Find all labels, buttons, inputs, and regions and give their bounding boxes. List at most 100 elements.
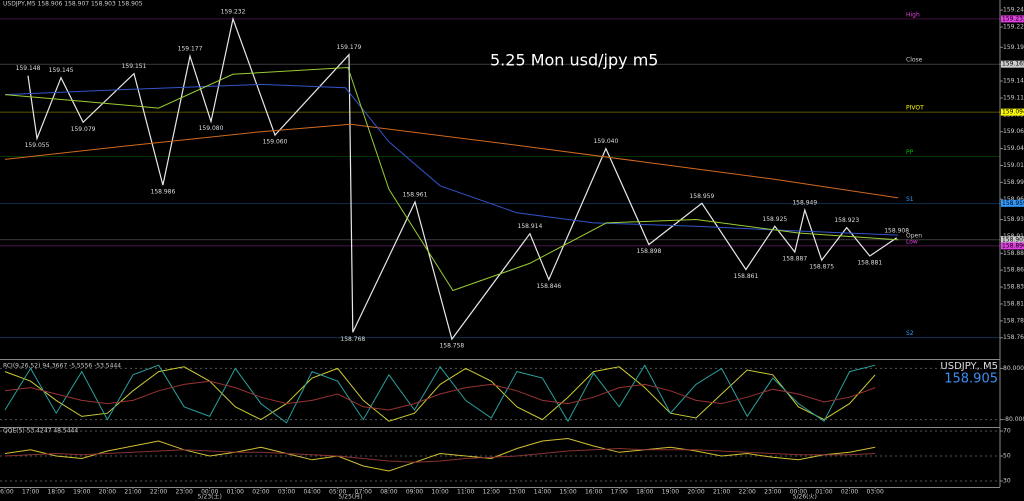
price-box-label: 159.165 bbox=[1002, 61, 1024, 68]
x-tick-label: 10:00 bbox=[431, 489, 448, 496]
x-tick-label: 09:00 bbox=[406, 489, 423, 496]
level-name: Close bbox=[906, 57, 923, 64]
y-tick-label: 159.040 bbox=[1003, 145, 1024, 152]
header: USDJPY,M5 158.906 158.907 158.903 158.90… bbox=[3, 1, 143, 8]
price-box bbox=[1001, 60, 1024, 68]
level-name: S1 bbox=[906, 196, 914, 203]
data-label: 158.768 bbox=[340, 336, 365, 343]
level-name: PP bbox=[906, 149, 914, 156]
x-tick-label: 19:00 bbox=[662, 489, 679, 496]
x-tick-label: 11:00 bbox=[457, 489, 474, 496]
level-name: PIVOT bbox=[906, 105, 924, 112]
x-tick-label: 17:00 bbox=[22, 489, 39, 496]
series-line bbox=[4, 380, 876, 411]
data-label: 158.914 bbox=[518, 223, 543, 230]
data-label: 158.861 bbox=[734, 273, 759, 280]
price-box bbox=[1001, 15, 1024, 23]
price-box bbox=[1001, 236, 1024, 244]
price-box-label: 158.905 bbox=[1002, 236, 1024, 243]
price-box bbox=[1001, 108, 1024, 116]
last-price: 158.905 bbox=[944, 372, 998, 387]
series-line bbox=[4, 66, 899, 292]
x-tick-label: 12:00 bbox=[483, 489, 500, 496]
x-tick-label: 14:00 bbox=[534, 489, 551, 496]
y-tick-label: 158.860 bbox=[1003, 267, 1024, 274]
x-tick-label: 18:00 bbox=[48, 489, 65, 496]
level-name: S2 bbox=[906, 330, 914, 337]
data-label: 159.145 bbox=[49, 67, 74, 74]
data-label: 158.908 bbox=[884, 227, 909, 234]
y-tick-label: 158.990 bbox=[1003, 179, 1024, 186]
symbol: USDJPY, M5 bbox=[940, 361, 998, 372]
x-tick-label: 23:00 bbox=[764, 489, 781, 496]
data-label: 158.881 bbox=[857, 260, 882, 267]
data-label: 159.055 bbox=[25, 142, 50, 149]
series-line bbox=[4, 123, 899, 199]
series-line bbox=[4, 447, 876, 463]
x-tick-label: 01:00 bbox=[815, 489, 832, 496]
data-label: 159.148 bbox=[16, 65, 41, 72]
data-label: 158.949 bbox=[792, 200, 817, 207]
x-tick-label: 20:00 bbox=[687, 489, 704, 496]
x-tick-label: 20:00 bbox=[99, 489, 116, 496]
y-tick-label: 159.220 bbox=[1003, 24, 1024, 31]
x-tick-label: 16:00 bbox=[0, 489, 14, 496]
x-tick-label: 00:00 bbox=[790, 489, 807, 496]
y-tick-label: 159.140 bbox=[1003, 78, 1024, 85]
x-tick-label: 00:00 bbox=[201, 489, 218, 496]
data-label: 158.923 bbox=[834, 217, 859, 224]
x-tick-label: 17:00 bbox=[611, 489, 628, 496]
x-tick-label: 21:00 bbox=[124, 489, 141, 496]
x-tick-label: 13:00 bbox=[508, 489, 525, 496]
date-label: 5/25(月) bbox=[338, 494, 362, 501]
y-tick-label: 159.015 bbox=[1003, 162, 1024, 169]
date-label: 5/23(土) bbox=[198, 493, 222, 501]
price-box bbox=[1001, 199, 1024, 207]
y-tick-label: 158.760 bbox=[1003, 334, 1024, 341]
y-tick-label: 50 bbox=[1003, 453, 1011, 460]
date-label: 5/26(火) bbox=[793, 494, 817, 501]
data-label: 158.887 bbox=[782, 255, 807, 262]
y-tick-label: 159.245 bbox=[1003, 7, 1024, 14]
level-name: Open bbox=[906, 232, 922, 239]
y-tick-label: 30 bbox=[1003, 478, 1011, 485]
price-box-label: 158.896 bbox=[1002, 242, 1024, 249]
y-tick-label: 158.810 bbox=[1003, 300, 1024, 307]
y-tick-label: 159.115 bbox=[1003, 94, 1024, 101]
x-tick-label: 04:00 bbox=[303, 489, 320, 496]
data-label: 159.179 bbox=[337, 44, 362, 51]
x-tick-label: 19:00 bbox=[73, 489, 90, 496]
series-line bbox=[4, 83, 899, 236]
y-tick-label: 158.785 bbox=[1003, 317, 1024, 324]
series-line bbox=[27, 16, 898, 341]
x-tick-label: 15:00 bbox=[559, 489, 576, 496]
x-tick-label: 03:00 bbox=[278, 489, 295, 496]
x-tick-label: 08:00 bbox=[380, 489, 397, 496]
chart-title: 5.25 Mon usd/jpy m5 bbox=[490, 51, 658, 70]
panel-title: QQE(5) 53.4247 48.5444 bbox=[3, 428, 78, 435]
y-tick-label: 158.965 bbox=[1003, 196, 1024, 203]
price-box-label: 159.232 bbox=[1002, 15, 1024, 22]
series-line bbox=[4, 437, 876, 472]
x-tick-label: 02:00 bbox=[841, 489, 858, 496]
x-tick-label: 03:00 bbox=[867, 489, 884, 496]
data-label: 158.758 bbox=[439, 343, 464, 350]
x-tick-label: 21:00 bbox=[713, 489, 730, 496]
data-label: 158.959 bbox=[689, 193, 714, 200]
x-tick-label: 18:00 bbox=[636, 489, 653, 496]
x-tick-label: 22:00 bbox=[739, 489, 756, 496]
series-line bbox=[4, 366, 876, 422]
data-label: 159.232 bbox=[221, 8, 246, 15]
y-tick-label: 159.065 bbox=[1003, 128, 1024, 135]
data-label: 158.898 bbox=[637, 248, 662, 255]
level-name: High bbox=[906, 11, 920, 18]
data-label: 158.925 bbox=[762, 216, 787, 223]
data-label: 158.846 bbox=[536, 283, 561, 290]
y-tick-label: 158.885 bbox=[1003, 250, 1024, 257]
level-name: Low bbox=[906, 238, 918, 245]
x-tick-label: 16:00 bbox=[585, 489, 602, 496]
y-tick-label: 70 bbox=[1003, 428, 1011, 435]
panel-title: RCI(9,26,52) 94.3667 -5.5556 -53.5444 bbox=[3, 363, 121, 370]
data-label: 158.961 bbox=[403, 191, 428, 198]
